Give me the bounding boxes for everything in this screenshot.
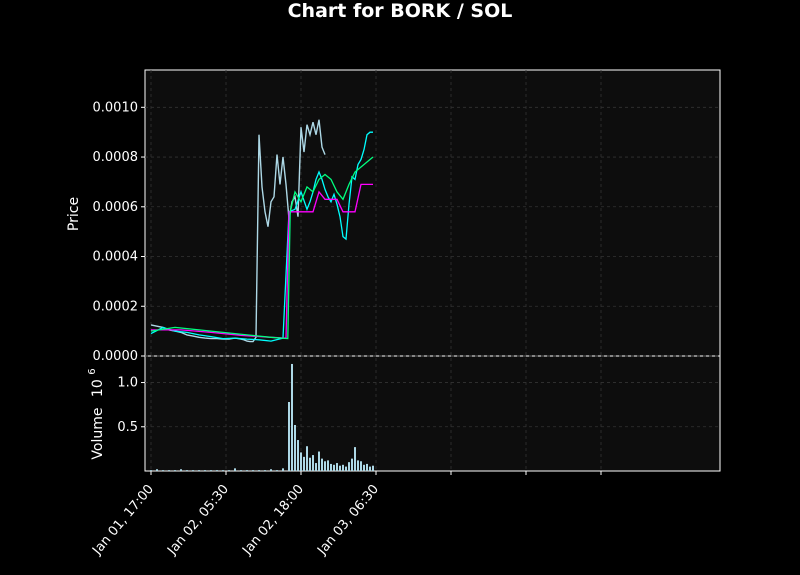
volume-label-text: Volume bbox=[90, 408, 106, 460]
volume-bar bbox=[252, 470, 254, 471]
volume-bar bbox=[345, 466, 347, 471]
volume-bar bbox=[363, 464, 365, 471]
volume-bar bbox=[258, 470, 260, 471]
volume-bar bbox=[312, 455, 314, 471]
x-tick-label: Jan 01, 17:00 bbox=[89, 482, 157, 559]
volume-bar bbox=[222, 470, 224, 471]
x-tick-label: Jan 03, 06:30 bbox=[314, 482, 382, 559]
volume-bar bbox=[180, 469, 182, 471]
price-tick-label: 0.0008 bbox=[93, 150, 139, 165]
volume-y-ticks: 0.5 1.0 bbox=[117, 376, 145, 435]
volume-bar bbox=[348, 462, 350, 471]
volume-bars bbox=[150, 363, 374, 471]
volume-bar bbox=[156, 469, 158, 471]
volume-bar bbox=[336, 463, 338, 471]
volume-bar bbox=[210, 470, 212, 471]
volume-bar bbox=[276, 470, 278, 471]
ema-line bbox=[151, 183, 373, 339]
x-tick-label: Jan 02, 18:00 bbox=[239, 482, 307, 559]
volume-bar bbox=[198, 470, 200, 471]
volume-bar bbox=[321, 458, 323, 471]
volume-bar bbox=[339, 465, 341, 471]
volume-bar bbox=[240, 470, 242, 471]
volume-bar bbox=[192, 470, 194, 471]
price-tick-label: 0.0010 bbox=[93, 100, 139, 115]
volume-bar bbox=[306, 446, 308, 471]
price-lines bbox=[150, 119, 374, 343]
volume-bar bbox=[315, 463, 317, 471]
volume-bar bbox=[282, 468, 284, 471]
volume-bar bbox=[270, 469, 272, 471]
volume-bar bbox=[186, 470, 188, 471]
volume-bar bbox=[360, 461, 362, 471]
volume-bar bbox=[342, 464, 344, 471]
x-axis-ticks: Jan 01, 17:00 Jan 02, 05:30 Jan 02, 18:00 J… bbox=[89, 471, 602, 559]
volume-bar bbox=[354, 447, 356, 471]
price-line bbox=[150, 119, 326, 343]
volume-bar bbox=[150, 470, 152, 471]
volume-bar bbox=[174, 470, 176, 471]
volume-bar bbox=[309, 457, 311, 471]
price-tick-label: 0.0004 bbox=[93, 250, 139, 265]
price-tick-label: 0.0000 bbox=[93, 349, 139, 364]
volume-bar bbox=[162, 470, 164, 471]
volume-bar bbox=[327, 460, 329, 471]
volume-bar bbox=[318, 451, 320, 471]
volume-bar bbox=[228, 470, 230, 471]
volume-axis-label: Volume 10 6 bbox=[87, 368, 106, 459]
volume-scale-exponent: 6 bbox=[87, 368, 98, 374]
volume-bar bbox=[300, 452, 302, 471]
volume-tick-label: 1.0 bbox=[117, 376, 138, 391]
volume-bar bbox=[324, 461, 326, 471]
price-panel-bg bbox=[144, 69, 721, 357]
volume-bar bbox=[366, 463, 368, 471]
volume-bar bbox=[297, 440, 299, 471]
volume-bar bbox=[234, 468, 236, 471]
volume-bar bbox=[303, 456, 305, 471]
bollinger-line bbox=[150, 156, 374, 340]
volume-bar bbox=[216, 470, 218, 471]
volume-bar bbox=[372, 465, 374, 471]
price-tick-label: 0.0002 bbox=[93, 299, 139, 314]
volume-bar bbox=[357, 460, 359, 471]
volume-bar bbox=[351, 458, 353, 471]
price-y-ticks: 0.0000 0.0002 0.0004 0.0006 0.0008 0.0010 bbox=[93, 100, 145, 364]
volume-bar bbox=[369, 466, 371, 471]
volume-bar bbox=[264, 470, 266, 471]
chart-title: Chart for BORK / SOL bbox=[287, 0, 513, 22]
x-tick-label: Jan 02, 05:30 bbox=[164, 482, 232, 559]
volume-bar bbox=[288, 402, 290, 471]
volume-tick-label: 0.5 bbox=[117, 420, 138, 435]
volume-scale-base: 10 bbox=[90, 379, 106, 397]
volume-bar bbox=[291, 363, 293, 471]
volume-bar bbox=[204, 470, 206, 471]
price-axis-label: Price bbox=[66, 197, 82, 231]
volume-bar bbox=[294, 425, 296, 471]
volume-bar bbox=[246, 470, 248, 471]
volume-panel-bg bbox=[144, 355, 721, 472]
price-tick-label: 0.0006 bbox=[93, 200, 139, 215]
volume-bar bbox=[330, 463, 332, 471]
sma-line bbox=[150, 131, 373, 342]
volume-bar bbox=[168, 470, 170, 471]
volume-bar bbox=[333, 464, 335, 471]
